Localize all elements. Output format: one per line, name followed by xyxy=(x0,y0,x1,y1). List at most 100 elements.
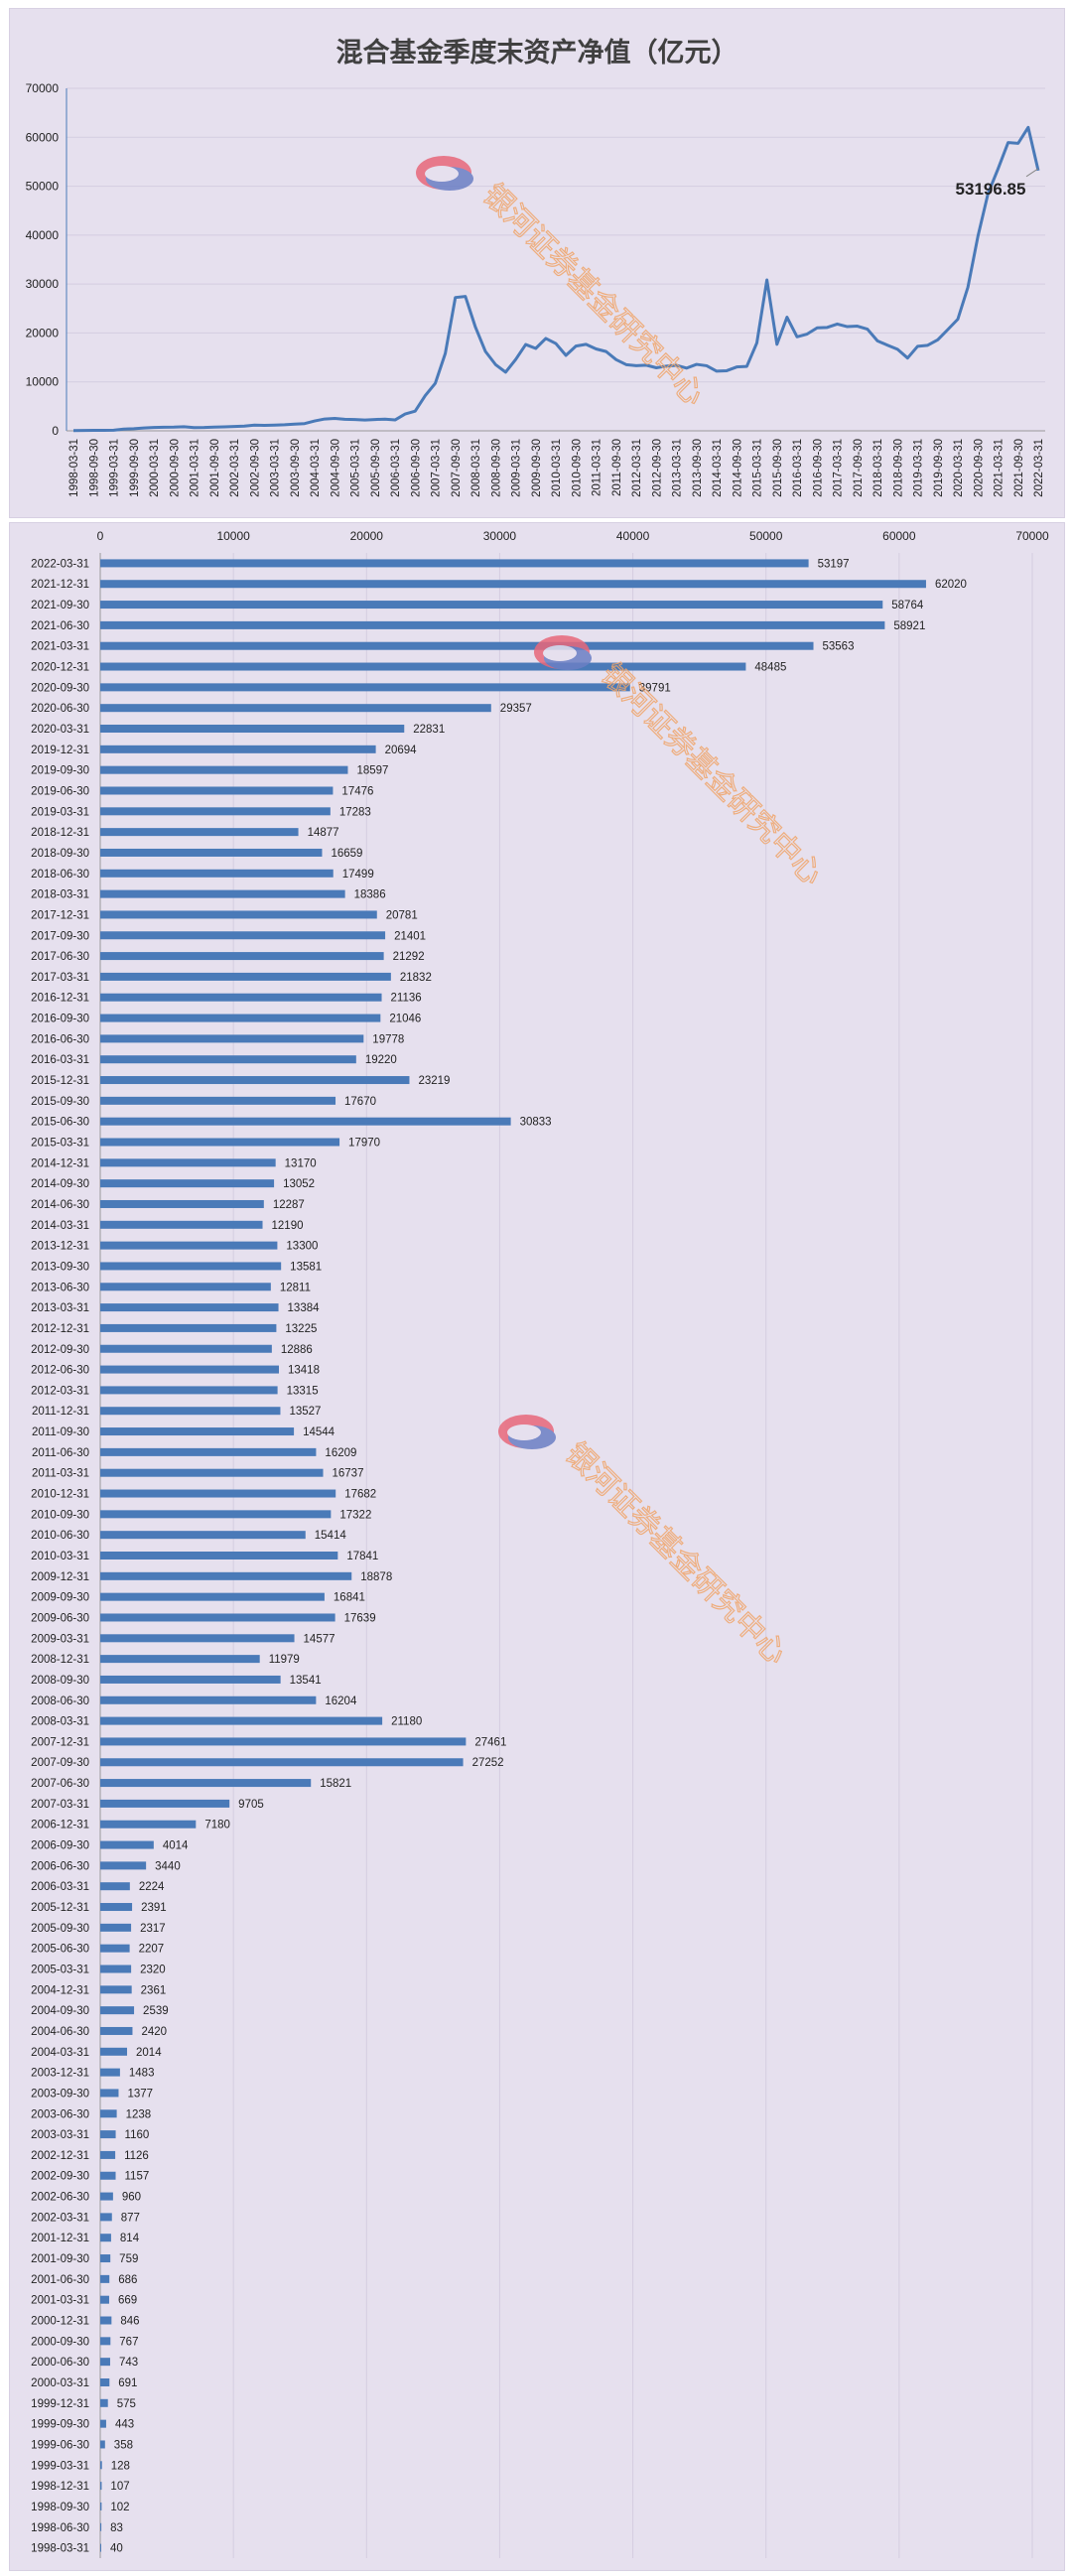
category-label: 2011-06-30 xyxy=(32,1447,89,1459)
data-label: 16737 xyxy=(333,1468,364,1480)
bar xyxy=(100,2440,105,2449)
x-tick-label: 2009-09-30 xyxy=(531,439,543,497)
category-label: 2004-09-30 xyxy=(31,2005,89,2017)
y-tick-label: 40000 xyxy=(26,228,60,242)
category-label: 2008-03-31 xyxy=(31,1716,89,1728)
bar xyxy=(100,2543,101,2552)
category-label: 2006-09-30 xyxy=(31,1840,89,1852)
x-tick-label: 2015-09-30 xyxy=(772,439,784,497)
category-label: 1999-09-30 xyxy=(31,2419,89,2431)
category-label: 2017-12-31 xyxy=(31,909,89,921)
data-label: 53197 xyxy=(818,558,850,570)
category-label: 2007-06-30 xyxy=(31,1778,89,1790)
category-label: 2013-06-30 xyxy=(31,1282,89,1293)
bar xyxy=(100,1903,133,1912)
category-label: 2006-03-31 xyxy=(31,1881,89,1893)
category-label: 2004-06-30 xyxy=(31,2026,89,2038)
x-tick-label: 2005-03-31 xyxy=(350,439,362,497)
bar xyxy=(100,1510,332,1519)
data-label: 14877 xyxy=(308,827,339,839)
data-label: 443 xyxy=(115,2419,134,2431)
x-tick-label: 2001-09-30 xyxy=(209,439,221,497)
category-label: 2007-12-31 xyxy=(31,1736,89,1748)
bar xyxy=(100,1965,132,1973)
category-label: 2013-09-30 xyxy=(31,1261,89,1273)
bar xyxy=(100,1655,260,1664)
bar xyxy=(100,1055,356,1064)
category-label: 2003-09-30 xyxy=(31,2088,89,2100)
chart-title: 混合基金季度末资产净值（亿元） xyxy=(335,38,738,68)
bar xyxy=(100,952,384,961)
category-label: 2019-03-31 xyxy=(31,806,89,818)
bar xyxy=(100,2130,116,2139)
x-tick-label: 2020-09-30 xyxy=(973,439,985,497)
bar-chart-panel: 0 10000 20000 30000 40000 50000 60000 70000 2022… xyxy=(9,522,1065,2571)
x-tick-label: 2006-09-30 xyxy=(410,439,422,497)
category-label: 2022-03-31 xyxy=(31,558,89,570)
x-tick-label: 2003-03-31 xyxy=(270,439,282,497)
category-label: 2012-09-30 xyxy=(31,1344,89,1356)
data-label: 759 xyxy=(119,2253,138,2265)
data-label: 1377 xyxy=(127,2088,153,2100)
data-label: 1126 xyxy=(124,2150,149,2162)
x-tick-label: 2011-03-31 xyxy=(592,439,603,496)
bar xyxy=(100,1199,264,1208)
bar xyxy=(100,1117,511,1126)
data-label: 53563 xyxy=(823,641,855,653)
data-label: 48485 xyxy=(754,662,786,674)
data-label: 2320 xyxy=(140,1964,166,1975)
data-label: 960 xyxy=(122,2192,141,2204)
data-label: 58764 xyxy=(891,600,924,611)
category-label: 2001-06-30 xyxy=(31,2274,89,2286)
category-label: 2015-12-31 xyxy=(31,1075,89,1087)
watermark: 银河证券基金研究中心 xyxy=(498,1415,794,1672)
bar xyxy=(100,1489,336,1498)
category-label: 2002-12-31 xyxy=(31,2150,89,2162)
category-label: 2002-09-30 xyxy=(31,2171,89,2183)
data-label: 12886 xyxy=(281,1344,313,1356)
x-tick-label: 2013-09-30 xyxy=(692,439,704,497)
x-tick-label: 2020-03-31 xyxy=(953,439,965,497)
category-label: 2011-03-31 xyxy=(32,1468,89,1480)
data-label: 669 xyxy=(118,2295,137,2307)
bar xyxy=(100,1386,278,1395)
category-label: 2013-03-31 xyxy=(31,1302,89,1314)
category-label: 2020-06-30 xyxy=(31,703,89,715)
bar xyxy=(100,1241,278,1250)
category-label: 2018-03-31 xyxy=(31,889,89,901)
category-label: 2020-03-31 xyxy=(31,724,89,736)
data-label: 15821 xyxy=(320,1778,351,1790)
data-label: 13300 xyxy=(286,1241,318,1253)
category-label: 2019-09-30 xyxy=(31,765,89,777)
x-tick-label: 2022-03-31 xyxy=(1033,439,1045,497)
category-label: 1999-12-31 xyxy=(31,2398,89,2410)
x-tick-label: 2011-09-30 xyxy=(611,439,623,496)
bar xyxy=(100,745,376,753)
x-tick-label: 2016-03-31 xyxy=(792,439,804,497)
bar xyxy=(100,2419,106,2428)
category-label: 1998-12-31 xyxy=(31,2481,89,2493)
data-label: 16204 xyxy=(325,1695,357,1707)
bar xyxy=(100,2522,102,2531)
data-label: 19778 xyxy=(372,1033,404,1045)
category-label: 2000-06-30 xyxy=(31,2357,89,2369)
data-label: 686 xyxy=(118,2274,137,2286)
category-label: 2008-12-31 xyxy=(31,1654,89,1666)
data-label: 1160 xyxy=(125,2129,150,2141)
bar xyxy=(100,725,405,734)
data-label: 58921 xyxy=(893,620,925,632)
category-label: 2021-12-31 xyxy=(31,579,89,591)
x-tick-label: 2003-09-30 xyxy=(290,439,302,497)
watermark-logo-core-icon xyxy=(507,1424,541,1440)
data-label: 20694 xyxy=(385,745,418,756)
y-tick-label: 10000 xyxy=(26,375,60,389)
bar xyxy=(100,559,809,568)
bar xyxy=(100,1427,295,1436)
bar xyxy=(100,2337,111,2346)
data-label: 17670 xyxy=(344,1096,376,1108)
bar xyxy=(100,765,348,774)
x-tick-label: 1998-09-30 xyxy=(88,439,100,497)
bar xyxy=(100,1220,263,1229)
data-label: 22831 xyxy=(413,724,445,736)
category-label: 2017-09-30 xyxy=(31,930,89,942)
